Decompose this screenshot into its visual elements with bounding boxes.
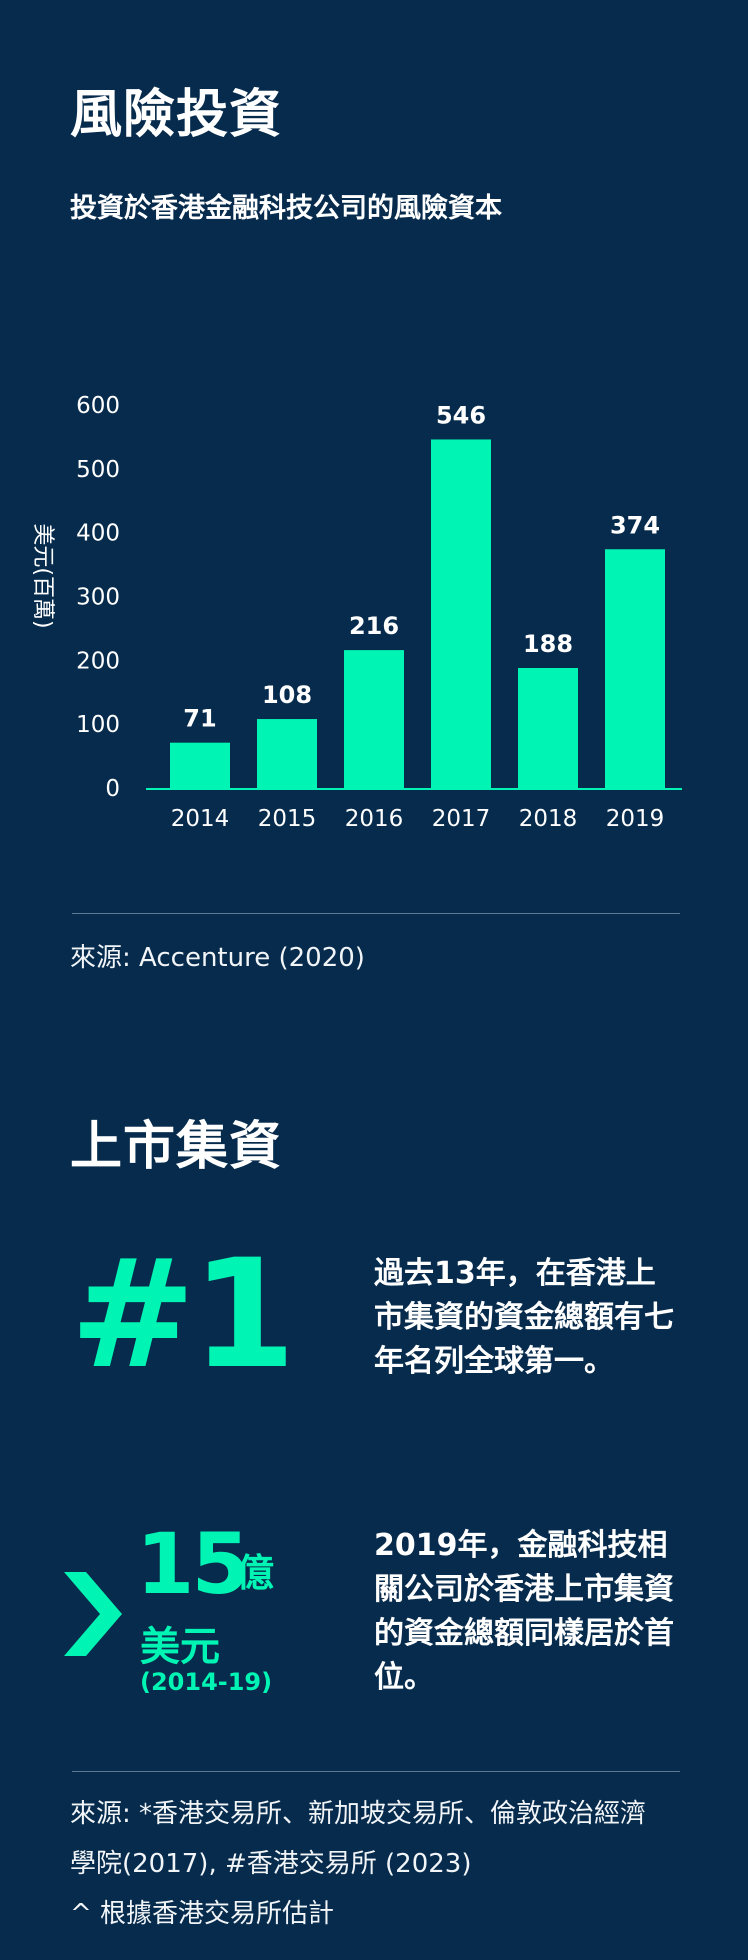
x-tick-labels: 2014 2015 2016 2017 2018 2019 [171, 806, 665, 832]
source-line-2: 學院(2017), #香港交易所 (2023) [70, 1849, 472, 1879]
stat2-description: 2019年，金融科技相關公司於香港上市集資的資金總額同樣居於首位。 [374, 1528, 674, 1695]
x-tick-label: 2018 [519, 806, 578, 832]
y-tick-label: 0 [105, 776, 120, 802]
bar [344, 650, 404, 788]
divider-2 [72, 1771, 680, 1772]
amount-number: 15 [136, 1515, 250, 1613]
x-tick-label: 2015 [258, 806, 317, 832]
chart-subtitle: 投資於香港金融科技公司的風險資本 [70, 193, 502, 224]
y-tick-labels: 0 100 200 300 400 500 600 [76, 393, 120, 802]
bar-series [170, 439, 665, 788]
bar [518, 667, 578, 788]
divider-1 [72, 913, 680, 914]
bar [170, 742, 230, 788]
y-tick-label: 200 [76, 648, 120, 674]
amount-unit: 億 [236, 1551, 275, 1595]
bar [605, 549, 665, 788]
y-tick-label: 100 [76, 712, 120, 738]
bar-value-label: 71 [183, 705, 216, 733]
rank-text: #1 [70, 1228, 296, 1402]
y-tick-label: 300 [76, 585, 120, 611]
rank-number: #1 [70, 1240, 296, 1390]
y-tick-label: 600 [76, 393, 120, 419]
y-tick-label: 500 [76, 457, 120, 483]
chevron-right-icon [64, 1572, 122, 1656]
section-title-listing: 上市集資 [70, 1117, 283, 1177]
bar-value-label: 374 [610, 511, 660, 539]
bar-value-label: 108 [262, 681, 312, 709]
y-axis-label-group: 美元(百萬) [30, 523, 55, 628]
x-tick-label: 2016 [345, 806, 404, 832]
amount-period: (2014-19) [140, 1668, 273, 1696]
bar-value-label: 216 [349, 612, 399, 640]
source-line-3: ^ 根據香港交易所估計 [70, 1899, 335, 1929]
bar-value-label: 546 [436, 401, 486, 429]
bar [431, 439, 491, 788]
bar [257, 719, 317, 788]
bar-chart: 美元(百萬) 0 100 200 300 400 500 600 71 108 216 546 18… [30, 393, 682, 832]
x-tick-label: 2019 [606, 806, 665, 832]
x-tick-label: 2017 [432, 806, 491, 832]
amount-currency: 美元 [140, 1624, 220, 1670]
bar-value-label: 188 [523, 630, 573, 658]
x-tick-label: 2014 [171, 806, 230, 832]
y-axis-title: 美元(百萬) [30, 523, 55, 628]
y-tick-label: 400 [76, 521, 120, 547]
source-accenture: 來源: Accenture (2020) [70, 943, 365, 973]
bar-value-labels: 71 108 216 546 188 374 [183, 401, 660, 732]
stat1-description: 過去13年，在香港上市集資的資金總額有七年名列全球第一。 [374, 1256, 674, 1379]
source-line-1: 來源: *香港交易所、新加坡交易所、倫敦政治經濟 [70, 1799, 647, 1829]
section-title-venture: 風險投資 [70, 85, 283, 145]
